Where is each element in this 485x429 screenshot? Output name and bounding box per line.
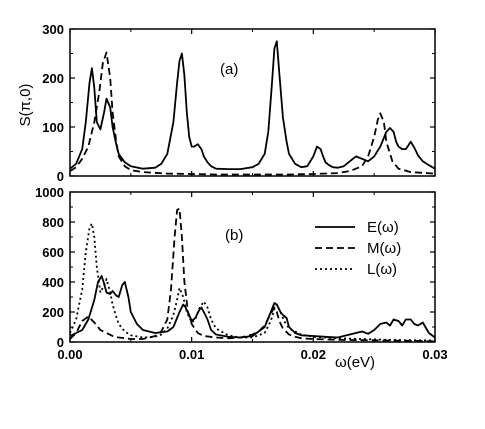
panel-b-ytick-label: 0 bbox=[57, 335, 64, 350]
panel-a-series bbox=[69, 40, 436, 176]
panel-b-label: (b) bbox=[225, 227, 243, 244]
legend: E(ω) M(ω) L(ω) bbox=[315, 219, 401, 278]
x-tick-label: 0.02 bbox=[301, 347, 326, 362]
legend-label-l: L(ω) bbox=[367, 261, 397, 278]
panel-a-ytick-label: 300 bbox=[42, 22, 64, 37]
panel-b-ytick-label: 800 bbox=[42, 215, 64, 230]
panel-b-series-e bbox=[69, 275, 436, 339]
x-tick-label: 0.03 bbox=[422, 347, 447, 362]
panel-a-frame bbox=[69, 28, 436, 177]
panel-a-ticks: 0 100 200 300 bbox=[42, 22, 436, 184]
legend-label-m: M(ω) bbox=[367, 240, 401, 257]
panel-b-ticks: 0 200 400 600 800 1000 0.00 0.01 0.02 0.03 bbox=[35, 185, 448, 362]
x-axis-title: ω(eV) bbox=[335, 354, 375, 371]
panel-a-ytick-label: 0 bbox=[57, 169, 64, 184]
legend-label-e: E(ω) bbox=[367, 219, 399, 236]
panel-b-series-l bbox=[69, 222, 436, 342]
panel-a-ytick-label: 200 bbox=[42, 71, 64, 86]
panel-b-series bbox=[69, 207, 436, 343]
panel-b-ytick-label: 1000 bbox=[35, 185, 64, 200]
panel-b-ytick-label: 400 bbox=[42, 275, 64, 290]
panel-a-ylabel: S(π,0) bbox=[17, 84, 34, 127]
panel-a-series-e bbox=[69, 40, 436, 170]
panel-a-series-m bbox=[69, 51, 436, 176]
panel-a-label: (a) bbox=[220, 61, 238, 78]
panel-b-ytick-label: 600 bbox=[42, 245, 64, 260]
panel-a-ytick-label: 100 bbox=[42, 120, 64, 135]
x-tick-label: 0.00 bbox=[57, 347, 82, 362]
x-tick-label: 0.01 bbox=[179, 347, 204, 362]
panel-b-ytick-label: 200 bbox=[42, 305, 64, 320]
